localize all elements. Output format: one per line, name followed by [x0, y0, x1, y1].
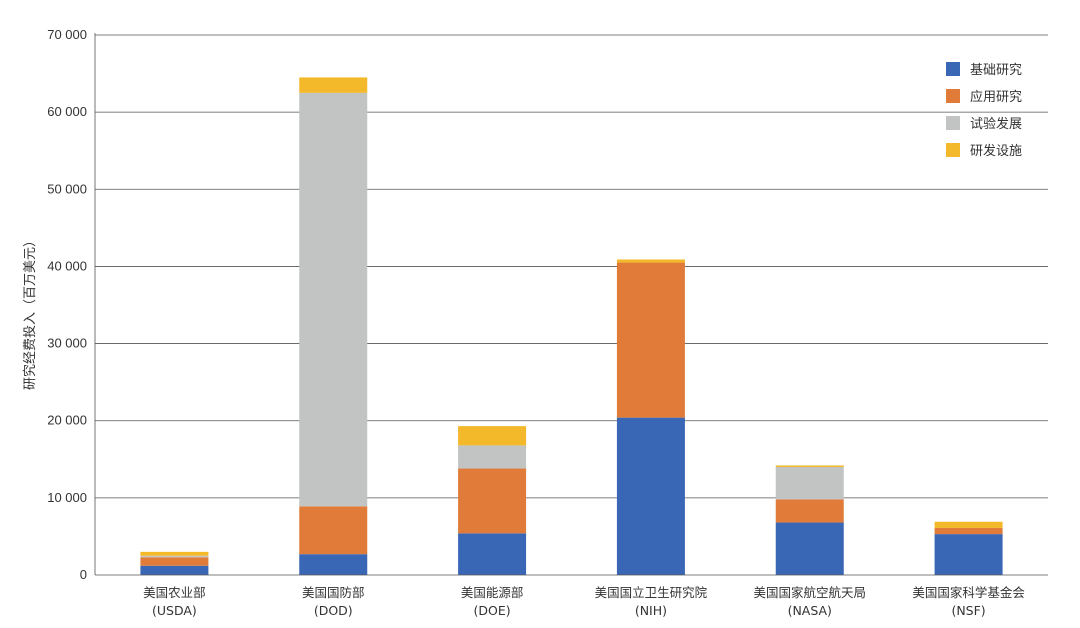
legend-swatch: [946, 143, 960, 157]
y-tick-label: 0: [80, 567, 87, 582]
bar-segment: [934, 527, 1003, 535]
bar-segment: [140, 555, 209, 558]
y-tick-label: 60 000: [47, 104, 87, 119]
legend-label: 应用研究: [970, 89, 1022, 105]
x-category-abbr: (NIH): [635, 603, 667, 618]
bar-segment: [934, 521, 1003, 528]
grid-lines: [95, 34, 1048, 499]
bar-segment: [140, 565, 209, 575]
y-tick-label: 10 000: [47, 490, 87, 505]
bar-segment: [140, 551, 209, 556]
x-category-label: 美国国家科学基金会: [912, 585, 1025, 600]
y-axis-label: 研究经费投入（百万美元）: [22, 234, 38, 390]
legend-label: 试验发展: [970, 116, 1022, 132]
y-tick-label: 50 000: [47, 181, 87, 196]
bar-segment: [299, 77, 368, 93]
y-tick-label: 40 000: [47, 258, 87, 273]
bar-segment: [775, 499, 844, 523]
bar-segment: [616, 259, 685, 263]
legend-swatch: [946, 62, 960, 76]
x-category-label: 美国国防部: [302, 585, 365, 600]
y-tick-label: 70 000: [47, 27, 87, 42]
x-category-abbr: (DOE): [474, 603, 511, 618]
x-category-label: 美国农业部: [143, 585, 206, 600]
bar-segment: [458, 533, 527, 575]
bar-segment: [458, 468, 527, 534]
legend-swatch: [946, 89, 960, 103]
axes: 0 10 000 20 000 30 000 40 000 50 000 60 000 70 …: [47, 27, 1048, 618]
x-category-abbr: (NSF): [951, 603, 985, 618]
y-tick-label: 30 000: [47, 336, 87, 351]
legend-label: 研发设施: [970, 143, 1022, 159]
bar-segment: [775, 465, 844, 467]
x-category-label: 美国能源部: [461, 585, 524, 600]
x-category-label: 美国国立卫生研究院: [595, 585, 708, 600]
bar-segment: [458, 426, 527, 446]
legend-label: 基础研究: [970, 63, 1022, 78]
bar-segment: [934, 534, 1003, 575]
bar-segment: [140, 557, 209, 566]
x-category-abbr: (NASA): [788, 603, 832, 618]
bar-segment: [299, 92, 368, 507]
bar-segment: [458, 445, 527, 469]
bars: [140, 77, 1003, 575]
bar-segment: [775, 467, 844, 500]
bar-segment: [299, 506, 368, 555]
x-category-abbr: (DOD): [314, 603, 353, 618]
legend-swatch: [946, 116, 960, 130]
bar-segment: [616, 262, 685, 418]
bar-segment: [616, 417, 685, 575]
bar-segment: [775, 522, 844, 575]
bar-segment: [299, 554, 368, 575]
x-category-abbr: (USDA): [152, 603, 197, 618]
x-category-label: 美国国家航空航天局: [753, 585, 866, 600]
y-tick-label: 20 000: [47, 413, 87, 428]
